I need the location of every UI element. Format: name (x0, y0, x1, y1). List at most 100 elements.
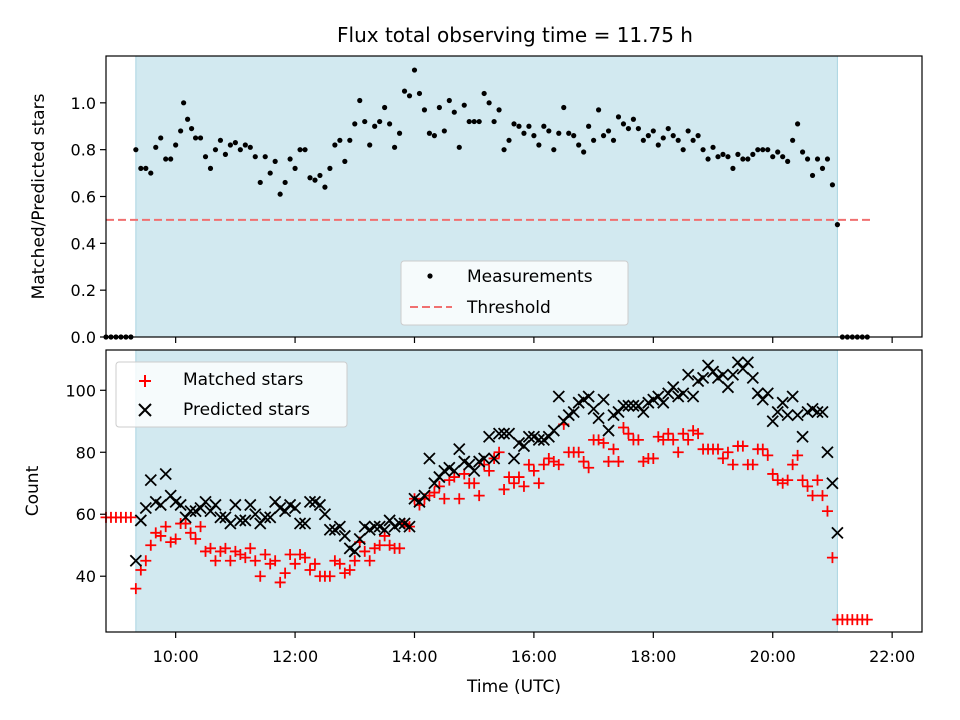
measurement-point (181, 100, 187, 106)
matched-star-point (612, 456, 624, 468)
matched-star-point (553, 459, 565, 471)
x-axis-label: Time (UTC) (466, 677, 561, 697)
measurement-point (770, 154, 776, 160)
measurement-point (715, 154, 721, 160)
measurement-point (163, 156, 169, 162)
predicted-star-point (229, 498, 242, 512)
predicted-star-point (313, 498, 327, 512)
measurement-point (406, 93, 413, 99)
predicted-star-point (761, 387, 774, 400)
predicted-star-point (831, 526, 844, 539)
measurement-point (775, 149, 781, 155)
predicted-star-point (657, 396, 670, 409)
measurement-point (297, 147, 303, 153)
measurement-point (185, 116, 191, 122)
measurement-point (750, 151, 756, 157)
measurement-point (561, 104, 567, 111)
measurement-point (312, 177, 318, 183)
matched-star-point (573, 446, 585, 458)
measurement-point (790, 137, 796, 143)
measurement-point (730, 165, 736, 171)
matched-star-point (274, 576, 286, 588)
predicted-star-point (502, 427, 516, 440)
matched-star-point (204, 542, 216, 554)
predicted-star-point (154, 498, 167, 512)
measurement-point (148, 170, 154, 176)
matched-star-point (483, 465, 495, 477)
top-x-ticks (175, 337, 893, 343)
measurement-point (411, 67, 418, 73)
matched-star-point (503, 471, 515, 483)
measurement-point (138, 165, 144, 171)
predicted-star-point (522, 430, 536, 443)
bottom-axes-frame (105, 349, 923, 633)
matched-star-point (617, 421, 629, 433)
measurement-point (620, 121, 627, 127)
predicted-star-point (721, 381, 735, 394)
measurement-point (168, 156, 174, 162)
predicted-star-point (259, 511, 272, 524)
matched-star-point (608, 443, 620, 455)
matched-star-point (717, 452, 729, 464)
measurement-point (347, 137, 353, 143)
legend-matched-label: Matched stars (183, 370, 303, 390)
measurement-point (720, 151, 726, 157)
top-ytick-label: 1.0 (71, 94, 96, 113)
measurement-point (591, 137, 597, 143)
measurement-point (352, 121, 358, 127)
predicted-star-point (244, 498, 257, 512)
matched-star-point (518, 480, 530, 492)
measurement-point (650, 128, 656, 134)
bottom-ytick-label: 40 (76, 567, 96, 586)
measurement-point (780, 154, 786, 160)
measurement-point (521, 130, 527, 136)
matched-star-point (677, 428, 689, 440)
predicted-star-point (766, 415, 779, 428)
predicted-star-point (368, 520, 381, 533)
measurement-point (158, 135, 164, 141)
matched-star-point (647, 452, 659, 464)
matched-star-point (737, 440, 749, 452)
bottom-y-ticks: 40 60 80 100 (65, 381, 106, 586)
bottom-ytick-label: 100 (65, 381, 96, 400)
matched-star-point (299, 552, 311, 564)
predicted-star-point (532, 433, 546, 447)
predicted-star-point (811, 405, 824, 419)
predicted-star-point (492, 427, 506, 440)
matched-star-point (767, 468, 779, 480)
predicted-star-point (796, 430, 809, 443)
measurement-point (322, 184, 328, 190)
measurement-point (576, 142, 582, 148)
predicted-star-point (547, 424, 560, 437)
measurement-point (287, 156, 293, 162)
top-ytick-label: 0.8 (71, 141, 96, 160)
matched-star-point (254, 570, 266, 582)
predicted-star-point (214, 511, 227, 524)
matched-star-point (209, 555, 221, 567)
matched-star-point (816, 490, 828, 502)
matched-star-point (155, 530, 167, 542)
matched-star-point (672, 446, 684, 458)
predicted-star-point (587, 402, 600, 416)
matched-star-point (374, 539, 386, 551)
matched-star-point (309, 558, 321, 570)
predicted-star-points (129, 356, 844, 567)
top-y-axis-label: Matched/Predicted stars (29, 93, 49, 299)
matched-star-point (219, 542, 231, 554)
matched-star-point (727, 459, 739, 471)
measurement-point (755, 147, 761, 153)
predicted-star-point (726, 368, 740, 381)
xtick-label: 18:00 (630, 647, 676, 666)
matched-star-point (364, 555, 376, 567)
predicted-star-point (507, 452, 521, 465)
predicted-star-point (353, 532, 366, 546)
matched-star-point (453, 493, 465, 505)
predicted-star-point (552, 390, 565, 403)
predicted-star-point (622, 399, 635, 412)
xtick-label: 12:00 (272, 647, 318, 666)
predicted-star-point (771, 405, 784, 419)
measurement-point (700, 147, 706, 153)
measurement-point (207, 165, 214, 171)
top-ytick-label: 0.2 (71, 281, 96, 300)
measurement-point (307, 175, 313, 181)
